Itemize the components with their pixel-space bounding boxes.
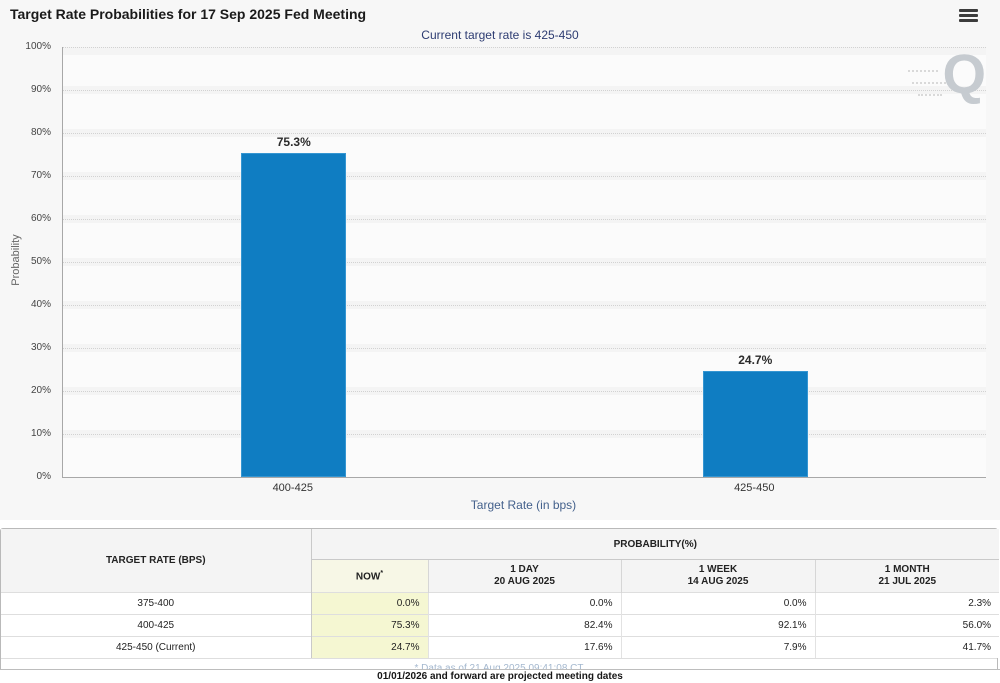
projected-dates-note: 01/01/2026 and forward are projected mee… [0,669,1000,683]
gridline [63,133,986,134]
x-axis-labels: 400-425 425-450 [62,482,985,496]
bar-425-450[interactable] [702,370,808,477]
table-body: 375-400 0.0% 0.0% 0.0% 2.3% 400-425 75.3% 82.4%… [1,592,1000,658]
cell-now: 75.3% [311,614,429,637]
cell-target-rate: 425-450 (Current) [1,636,312,658]
table-row: 400-425 75.3% 82.4% 92.1% 56.0% [1,614,1000,637]
cell-target-rate: 400-425 [1,614,312,637]
table-subheader-row: NOW* 1 DAY 20 AUG 2025 1 WEEK 14 AUG 2025 1 M… [1,559,1000,593]
y-tick-label: 10% [30,428,51,439]
y-tick-label: 40% [30,299,51,310]
col-header-1day: 1 DAY 20 AUG 2025 [428,559,622,593]
gridline [63,391,986,392]
gridline [63,305,986,306]
y-tick-label: 20% [30,385,51,396]
x-axis-title: Target Rate (in bps) [470,498,577,512]
cell-1day: 82.4% [428,614,622,637]
cell-1month: 41.7% [815,636,1000,658]
probability-table-container: TARGET RATE (BPS) PROBABILITY(%) NOW* 1 D… [0,528,1000,679]
menu-button[interactable] [959,9,978,24]
gridline [63,47,986,48]
cell-1month: 56.0% [815,614,1000,637]
col-header-1month: 1 MONTH 21 JUL 2025 [815,559,1000,593]
watermark-letter: Q [942,42,986,105]
grid-band [63,47,986,55]
col-header-target-rate: TARGET RATE (BPS) [1,529,312,593]
cell-target-rate: 375-400 [1,592,312,615]
plot-area: 75.3% 24.7% [62,47,986,478]
gridline [63,90,986,91]
cell-1week: 7.9% [621,636,816,658]
quikstrike-watermark-icon: Q [908,44,986,122]
gridline [63,348,986,349]
y-tick-label: 80% [30,127,51,138]
y-tick-label: 90% [30,84,51,95]
y-tick-label: 30% [30,342,51,353]
y-axis-labels: 0% 10% 20% 30% 40% 50% 60% 70% 80% 90% 100% [0,41,57,482]
table-row: 375-400 0.0% 0.0% 0.0% 2.3% [1,592,1000,615]
bar-400-425[interactable] [241,153,347,477]
gridline [63,219,986,220]
gridline [63,262,986,263]
x-category-label: 400-425 [272,482,313,494]
col-header-1week: 1 WEEK 14 AUG 2025 [621,559,816,593]
cell-now: 24.7% [311,636,429,658]
hamburger-icon [959,9,978,22]
x-category-label: 425-450 [734,482,775,494]
table-row: 425-450 (Current) 24.7% 17.6% 7.9% 41.7% [1,636,1000,658]
y-tick-label: 0% [36,471,51,482]
y-tick-label: 50% [30,256,51,267]
gridline [63,434,986,435]
y-tick-label: 70% [30,170,51,181]
y-tick-label: 60% [30,213,51,224]
cell-1day: 0.0% [428,592,622,615]
chart-title: Target Rate Probabilities for 17 Sep 202… [10,6,367,22]
cell-1week: 92.1% [621,614,816,637]
cell-now: 0.0% [311,592,429,615]
col-header-probability: PROBABILITY(%) [311,529,1000,560]
current-rate-subtitle: Current target rate is 425-450 [421,28,579,42]
data-asof-footnote: * Data as of 21 Aug 2025 09:41:08 CT [1,658,997,678]
probability-table: TARGET RATE (BPS) PROBABILITY(%) NOW* 1 D… [1,529,1000,658]
cell-1day: 17.6% [428,636,622,658]
gridline [63,176,986,177]
y-tick-label: 100% [25,41,51,52]
cell-1month: 2.3% [815,592,1000,615]
col-header-now: NOW* [311,559,429,593]
chart-panel: Target Rate Probabilities for 17 Sep 202… [0,6,986,512]
bar-value-label: 24.7% [738,352,773,367]
bar-value-label: 75.3% [276,135,311,150]
cell-1week: 0.0% [621,592,816,615]
